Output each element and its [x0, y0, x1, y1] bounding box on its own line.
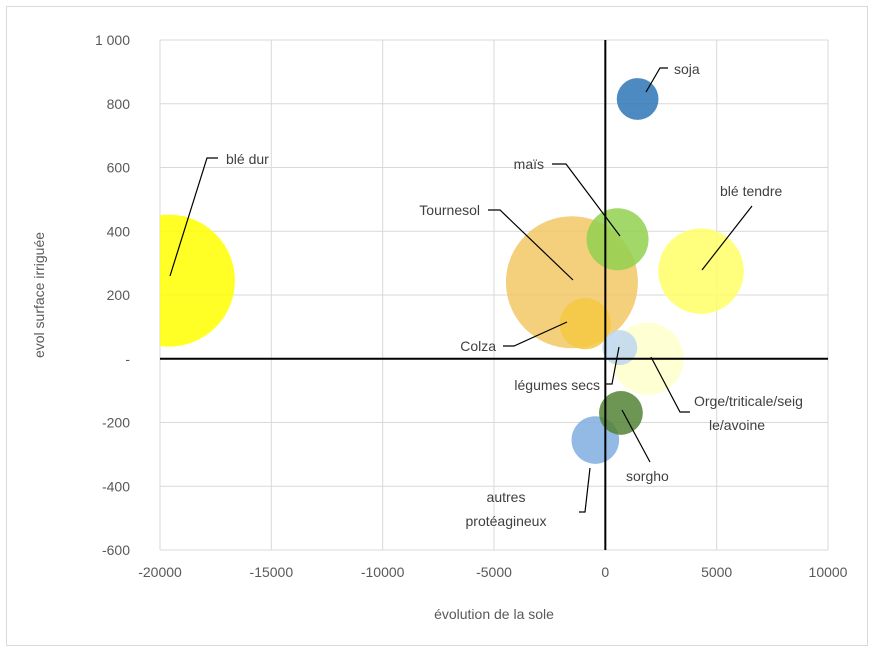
leader-line: [645, 67, 668, 93]
y-tick-label: -200: [102, 415, 130, 431]
leader-line: [701, 205, 753, 271]
y-tick-label: -: [125, 351, 130, 367]
x-axis-title: évolution de la sole: [434, 606, 554, 622]
x-tick-label: -10000: [361, 564, 405, 580]
y-tick-label: 400: [107, 223, 131, 239]
y-tick-label: -400: [102, 478, 130, 494]
y-tick-label: 200: [107, 287, 131, 303]
bubble-soja: [616, 78, 659, 120]
y-tick-label: 1 000: [95, 32, 130, 48]
data-label: légumes secs: [514, 377, 600, 393]
bubble-légumes-secs: [602, 330, 638, 366]
bubble-colza: [559, 298, 611, 350]
x-tick-label: 5000: [701, 564, 732, 580]
leader-line: [606, 346, 620, 385]
leader-line: [579, 467, 591, 513]
data-label: blé dur: [226, 151, 269, 167]
y-axis-title: evol surface irriguée: [31, 232, 47, 358]
data-label: Orge/triticale/seig le/avoine: [694, 393, 803, 433]
bubble-blé-tendre: [658, 228, 744, 314]
data-label: Tournesol: [419, 202, 480, 218]
bubble-sorgho: [599, 391, 643, 435]
data-label: soja: [674, 61, 700, 77]
leader-line: [621, 409, 651, 463]
y-tick-label: 800: [107, 96, 131, 112]
leader-line: [503, 321, 568, 347]
leader-line: [169, 157, 218, 277]
data-label: autres protéagineux: [466, 489, 547, 529]
x-tick-label: 0: [601, 564, 609, 580]
y-tick-label: 600: [107, 160, 131, 176]
y-tick-label: -600: [102, 542, 130, 558]
chart-frame: [6, 6, 868, 646]
x-tick-label: -15000: [250, 564, 294, 580]
leader-line: [488, 209, 574, 281]
x-tick-label: -5000: [476, 564, 512, 580]
data-label: Colza: [460, 338, 496, 354]
leader-line: [552, 163, 621, 237]
bubble-maïs: [586, 208, 649, 271]
x-tick-label: 10000: [809, 564, 848, 580]
data-label: blé tendre: [720, 183, 782, 199]
data-label: sorgho: [626, 468, 669, 484]
leader-line: [650, 356, 690, 413]
x-tick-label: -20000: [138, 564, 182, 580]
data-label: maïs: [514, 156, 544, 172]
